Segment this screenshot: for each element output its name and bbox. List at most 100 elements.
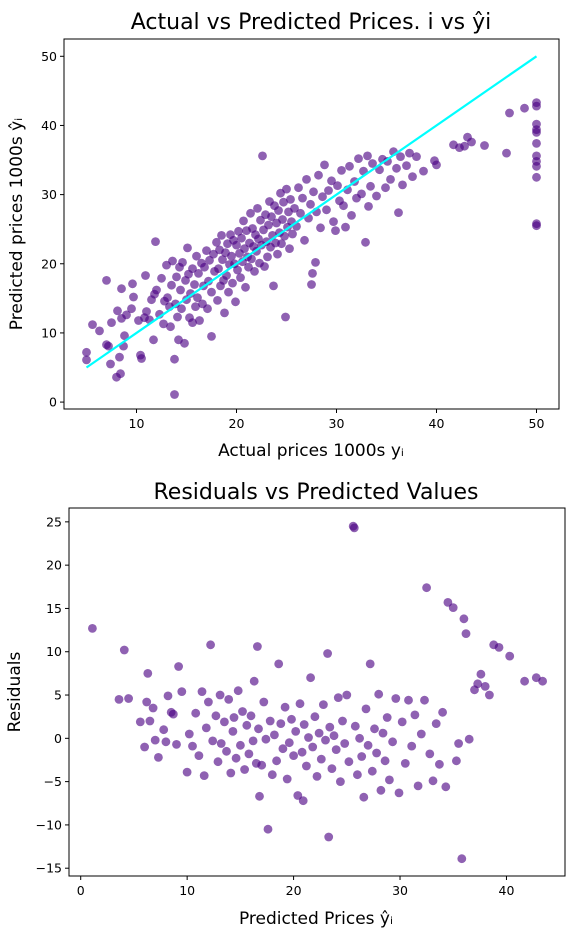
chart1-point <box>354 154 363 164</box>
chart1-point <box>149 335 158 345</box>
chart1-point <box>277 239 286 249</box>
chart2-point <box>448 603 458 612</box>
chart2-x-ticks: 0 10 20 30 40 <box>77 876 514 898</box>
chart1-point <box>170 354 179 364</box>
chart2-point <box>159 725 169 735</box>
chart2-y-axis-label: Residuals <box>5 652 25 733</box>
chart1-point <box>195 316 204 325</box>
chart2-point <box>310 712 320 722</box>
chart2-point <box>161 737 171 747</box>
chart1-point <box>368 159 377 168</box>
chart1-reference-line <box>85 55 538 369</box>
chart1-point <box>281 312 290 322</box>
chart1-points <box>82 98 541 399</box>
chart1-point <box>194 269 203 278</box>
chart1-point <box>432 160 441 170</box>
chart1-point <box>250 267 259 276</box>
chart1-point <box>137 354 146 363</box>
chart2-point <box>461 629 471 638</box>
chart2-point <box>312 772 322 781</box>
chart2-point <box>410 710 420 720</box>
chart2-point <box>119 645 129 655</box>
chart2-point <box>505 651 515 661</box>
chart2-point <box>416 729 426 739</box>
chart2-point <box>422 583 431 593</box>
chart2-point <box>304 733 313 742</box>
chart2-point <box>274 659 284 669</box>
chart1-y-tick-label: 50 <box>41 49 57 64</box>
chart2-point <box>374 689 384 699</box>
chart1-point <box>505 108 514 118</box>
chart1-point <box>307 280 316 289</box>
chart2-point <box>329 731 339 741</box>
chart2-point <box>441 782 451 792</box>
chart2-point <box>308 742 318 752</box>
chart2-point <box>323 649 332 658</box>
chart1-point <box>322 205 331 215</box>
chart2-point <box>319 700 328 709</box>
chart2-y-tick-label: −15 <box>36 861 62 876</box>
chart1-point <box>480 141 489 150</box>
chart1-point <box>171 299 180 309</box>
chart1-point <box>383 157 392 166</box>
chart2-point <box>222 746 231 756</box>
chart2-point <box>191 708 201 718</box>
chart1-point <box>361 237 370 247</box>
chart1-point <box>207 287 216 297</box>
chart1-point <box>231 297 240 307</box>
chart2-point <box>297 747 307 757</box>
chart1-point <box>408 172 417 182</box>
chart2-point <box>324 832 334 842</box>
chart2-point <box>211 711 221 721</box>
chart1-point <box>180 338 189 348</box>
chart1-point <box>260 262 269 271</box>
chart1-point <box>207 332 216 341</box>
chart1-point <box>532 172 541 182</box>
chart1-point <box>320 160 329 170</box>
chart2-point <box>228 727 238 736</box>
chart2-x-tick-label: 30 <box>392 883 408 898</box>
chart1-point <box>269 281 278 291</box>
chart1-point <box>106 359 115 369</box>
chart1-point <box>122 310 131 320</box>
chart1-point <box>217 231 226 240</box>
chart2-point <box>485 690 494 700</box>
chart2-point <box>378 728 388 738</box>
chart2-points <box>88 521 547 864</box>
chart2-point <box>372 748 381 758</box>
chart2-point <box>338 716 347 726</box>
chart1-point <box>339 201 348 211</box>
chart1-point <box>172 272 181 282</box>
chart2-point <box>404 695 413 705</box>
chart1-point <box>314 170 323 180</box>
chart1-point <box>177 304 186 314</box>
chart2-point <box>213 757 223 767</box>
chart1-point <box>82 347 91 357</box>
chart1-point <box>168 256 177 266</box>
chart1-point <box>341 222 350 232</box>
chart2-point <box>538 676 547 686</box>
chart1-point <box>115 352 124 362</box>
chart1-point <box>347 211 356 220</box>
chart2-point <box>370 724 379 734</box>
chart2-x-tick-label: 20 <box>286 883 302 898</box>
chart1-point <box>107 318 116 327</box>
chart1-point <box>381 183 390 193</box>
chart1-x-axis-label: Actual prices 1000s yᵢ <box>218 441 404 461</box>
chart1-point <box>127 304 136 314</box>
chart2-point <box>299 720 309 729</box>
chart2-point <box>257 760 267 770</box>
chart2-point <box>124 694 133 703</box>
chart2-y-tick-label: 15 <box>46 601 62 616</box>
chart1-point <box>337 166 346 175</box>
chart2-point <box>140 742 150 752</box>
chart2-x-tick-label: 10 <box>179 883 195 898</box>
chart1-point <box>192 251 201 261</box>
chart1-point <box>102 276 111 285</box>
chart2-point <box>355 733 364 743</box>
chart1-point <box>285 244 294 254</box>
chart2-point <box>435 759 444 769</box>
chart1-point <box>200 262 209 272</box>
chart1-point <box>239 216 248 226</box>
chart2-point <box>233 686 243 696</box>
